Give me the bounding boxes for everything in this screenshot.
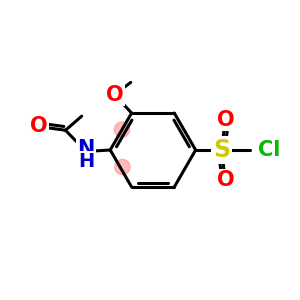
Text: Cl: Cl: [258, 140, 281, 160]
Text: N: N: [77, 139, 95, 159]
Circle shape: [114, 122, 130, 137]
Text: O: O: [106, 85, 123, 105]
Text: O: O: [217, 110, 235, 130]
Text: O: O: [30, 116, 48, 136]
Text: O: O: [217, 170, 235, 190]
Circle shape: [115, 159, 130, 175]
Text: S: S: [213, 138, 230, 162]
Text: H: H: [78, 152, 94, 171]
